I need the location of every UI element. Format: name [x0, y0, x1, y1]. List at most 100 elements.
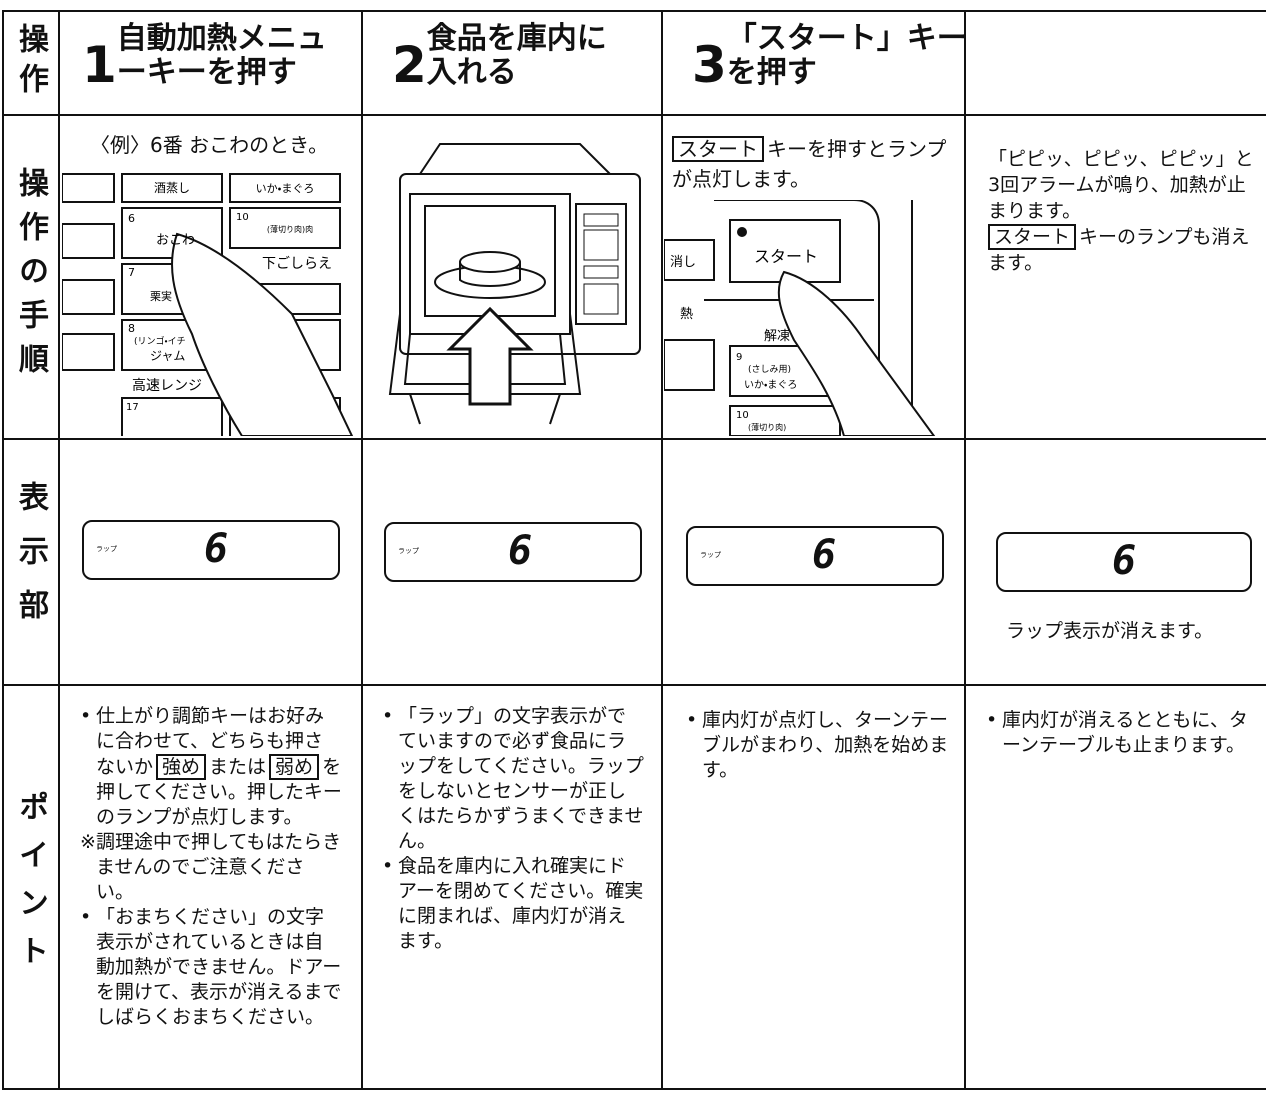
text-run: 食品を庫内に入れ確実にドアーを閉めてください。確実に閉まれば、庫内灯が消えます。 — [398, 855, 644, 952]
points-cell: • 庫内灯が点灯し、ターンテーブルがまわり、加熱を始めます。 — [686, 708, 950, 783]
text-run: 「おまちください」の文字表示がされているときは自動加熱ができません。ドアーを開け… — [96, 906, 342, 1028]
point-text: 調理途中で押してもはたらきませんのでご注意ください。 — [96, 830, 342, 905]
point-item: • 「ラップ」の文字表示がでていますので必ず食品にラップをしてください。ラップをし… — [382, 704, 644, 854]
display-panel: 6 — [996, 532, 1252, 592]
point-item: • 庫内灯が消えるとともに、ターンテーブルも止まります。 — [986, 708, 1250, 758]
rule — [964, 10, 966, 1090]
text-run: 庫内灯が点灯し、ターンテーブルがまわり、加熱を始めます。 — [702, 709, 949, 781]
instruction-text: キーを押すとランプが点灯します。 — [672, 137, 947, 191]
step-number: 3 — [692, 36, 727, 94]
key-label: 高速レンジ — [132, 377, 202, 394]
display-panel: ラップ 6 — [686, 526, 944, 586]
text-run: または — [209, 756, 267, 778]
bullet: • — [986, 709, 998, 731]
points-cell: • 庫内灯が消えるとともに、ターンテーブルも止まります。 — [986, 708, 1250, 758]
key-label: 解凍 — [764, 328, 790, 344]
point-text: 「ラップ」の文字表示がでていますので必ず食品にラップをしてください。ラップをしな… — [398, 704, 644, 854]
text-run: を押してください。押したキーのランプが点灯します。 — [96, 756, 342, 828]
step-title: 自動加熱メニューキーを押す — [116, 21, 327, 90]
display-note: ラップ表示が消えます。 — [1006, 620, 1214, 642]
step-title: 「スタート」キーを押す — [726, 21, 967, 90]
key-label: 17 — [126, 402, 139, 413]
bullet: • — [382, 705, 394, 727]
key-label: 弱め — [269, 754, 320, 780]
step-title: 食品を庫内に入れる — [426, 21, 607, 90]
points-cell: • 「ラップ」の文字表示がでていますので必ず食品にラップをしてください。ラップをし… — [382, 704, 644, 954]
key-label: 下ごしらえ — [262, 256, 332, 272]
wrap-indicator: ラップ — [96, 545, 117, 553]
key-label: 酒蒸し — [154, 181, 190, 195]
rule — [2, 438, 1266, 440]
bullet: ※ — [80, 831, 96, 853]
key-label: ジャム — [150, 349, 185, 363]
point-text: 食品を庫内に入れ確実にドアーを閉めてください。確実に閉まれば、庫内灯が消えます。 — [398, 854, 644, 954]
key-label: スタート — [754, 247, 818, 266]
point-item: • 仕上がり調節キーはお好みに合わせて、どちらも押さないか 強め または 弱め を押してく… — [80, 704, 342, 830]
point-item: • 食品を庫内に入れ確実にドアーを閉めてください。確実に閉まれば、庫内灯が消えます… — [382, 854, 644, 954]
instruction-text: 「ピピッ、ピピッ、ピピッ」と3回アラームが鳴り、加熱が止まります。 — [988, 148, 1254, 222]
example-text: 〈例〉6番 おこわのとき。 — [90, 133, 329, 157]
key-label: 栗実 — [150, 290, 172, 303]
points-cell: • 仕上がり調節キーはお好みに合わせて、どちらも押さないか 強め または 弱め を押してく… — [80, 704, 342, 1030]
key-label: 7 — [128, 266, 135, 279]
display-digit: 6 — [204, 526, 229, 572]
step-header: 1 自動加熱メニューキーを押す — [82, 21, 332, 91]
rule — [2, 684, 1266, 686]
display-digit: 6 — [812, 532, 837, 578]
rule — [361, 10, 363, 1090]
key-label: 8 — [128, 322, 135, 335]
key-label: おこわ — [156, 233, 195, 248]
row-label-cell: 操作の手順 — [2, 116, 58, 438]
row-label-cell: 操作 — [2, 12, 58, 114]
row-label: 操作 — [13, 23, 48, 103]
key-label: (薄切り肉)肉 — [267, 224, 313, 234]
row-label: ポイント — [13, 791, 48, 983]
display-panel: ラップ 6 — [384, 522, 642, 582]
key-label: (さしみ用) — [748, 364, 791, 375]
rule — [2, 1088, 1266, 1090]
instruction: スタート キーを押すとランプが点灯します。 — [672, 134, 952, 194]
display-digit: 6 — [508, 528, 533, 574]
bullet: • — [382, 855, 394, 877]
key-label: 消し — [670, 255, 696, 270]
key-label: スタート — [672, 136, 764, 162]
point-item: ※ 調理途中で押してもはたらきませんのでご注意ください。 — [80, 830, 342, 905]
wrap-indicator: ラップ — [398, 547, 419, 555]
key-label: 9 — [736, 352, 742, 363]
bullet: • — [80, 906, 92, 928]
bullet: • — [686, 709, 698, 731]
row-label-cell: ポイント — [2, 686, 58, 1088]
row-label: 表示部 — [13, 481, 48, 643]
row-label-cell: 表示部 — [2, 440, 58, 684]
step-header: 2 食品を庫内に入れる — [392, 21, 617, 91]
step-header: 3 「スタート」キーを押す — [692, 21, 967, 94]
point-text: 庫内灯が点灯し、ターンテーブルがまわり、加熱を始めます。 — [702, 708, 950, 783]
point-text: 「おまちください」の文字表示がされているときは自動加熱ができません。ドアーを開け… — [96, 905, 342, 1030]
row-label: 操作の手順 — [13, 167, 48, 387]
key-label: (リンゴ・イチ — [134, 335, 186, 347]
key-label: いか・まぐろ — [256, 182, 315, 195]
key-label: 6 — [128, 212, 135, 225]
point-text: 仕上がり調節キーはお好みに合わせて、どちらも押さないか 強め または 弱め を押してくだ… — [96, 704, 342, 830]
microwave-illustration — [388, 143, 641, 425]
rule — [2, 10, 1266, 12]
keypad-illustration: 酒蒸し いか・まぐろ 6 おこわ 10 (薄切り肉)肉 下ごしらえ 7 栗実 8… — [62, 173, 354, 436]
rule — [2, 10, 4, 1090]
text-run: 調理途中で押してもはたらきませんのでご注意ください。 — [96, 831, 342, 903]
key-label: 10 — [236, 212, 249, 223]
text-run: 「ラップ」の文字表示がでていますので必ず食品にラップをしてください。ラップをしな… — [398, 705, 644, 852]
display-panel: ラップ 6 — [82, 520, 340, 580]
key-label: 10 — [736, 410, 749, 421]
key-label: (薄切り肉) — [748, 422, 786, 432]
bullet: • — [80, 705, 92, 727]
key-label: いか・まぐろ — [744, 379, 797, 391]
key-label: スタート — [988, 224, 1077, 250]
text-run: 仕上がり調節キーはお好みに合わせて、どちらも押さないか — [96, 705, 325, 778]
start-key-illustration: 消し スタート 熱 解凍 9 (さしみ用) いか・まぐろ 10 (薄切り肉) — [664, 200, 936, 436]
key-label: 熱 — [680, 307, 693, 322]
rule — [58, 10, 60, 1090]
wrap-indicator: ラップ — [700, 551, 721, 559]
